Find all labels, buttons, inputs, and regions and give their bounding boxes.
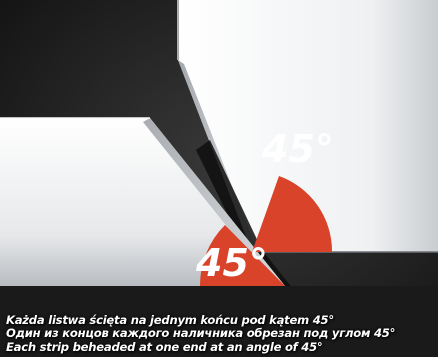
caption-english: Each strip beheaded at one end at an ang… <box>6 339 323 354</box>
upper-angle-marker: 45° <box>252 127 334 252</box>
caption-polish: Każda listwa ścięta na jednym końcu pod … <box>6 312 334 327</box>
caption: Każda listwa ścięta na jednym końcu pod … <box>6 312 434 354</box>
caption-band <box>0 286 438 357</box>
lower-angle-marker: 45° <box>195 225 285 286</box>
miter-gap-shadow <box>196 140 302 306</box>
upper-angle-label: 45° <box>261 127 334 171</box>
lower-angle-label: 45° <box>195 241 268 285</box>
caption-russian: Один из концов каждого наличника обрезан… <box>6 326 396 341</box>
